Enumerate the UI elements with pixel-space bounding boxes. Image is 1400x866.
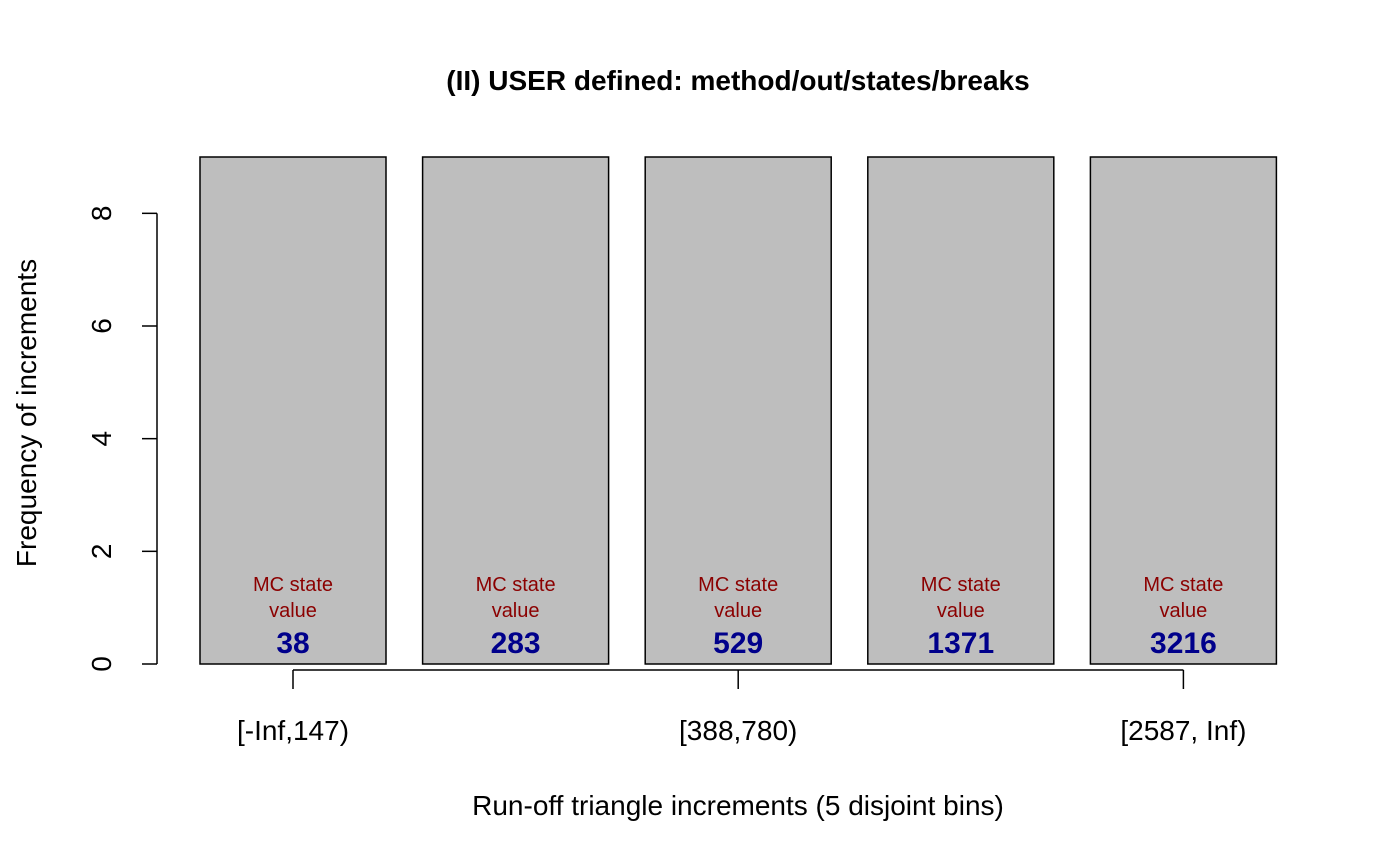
x-axis: [-Inf,147) [388,780) [2587, Inf) [237, 669, 1246, 746]
state-value-label: 38 [276, 627, 309, 660]
y-tick-label: 4 [86, 431, 117, 447]
y-tick-label: 2 [86, 544, 117, 560]
state-value-label: 529 [713, 627, 763, 660]
state-caption-line1: MC state [698, 574, 778, 596]
bar-3 [644, 156, 832, 665]
chart-title: (II) USER defined: method/out/states/bre… [446, 65, 1029, 96]
state-caption-line1: MC state [476, 574, 556, 596]
state-caption-line1: MC state [253, 574, 333, 596]
state-caption-line2: value [714, 600, 762, 622]
state-value-label: 1371 [927, 627, 994, 660]
bar-2 [421, 156, 610, 665]
bar-5 [1089, 156, 1278, 665]
bar-1 [199, 156, 387, 665]
y-axis: 0 2 4 6 8 [86, 206, 158, 672]
state-caption-line2: value [1159, 600, 1207, 622]
x-tick-label: [2587, Inf) [1120, 715, 1246, 746]
state-caption-line2: value [269, 600, 317, 622]
state-caption-line1: MC state [1143, 574, 1223, 596]
y-tick-label: 6 [86, 318, 117, 334]
x-tick-label: [388,780) [679, 715, 797, 746]
state-caption-line2: value [937, 600, 985, 622]
state-caption-line2: value [492, 600, 540, 622]
state-value-label: 3216 [1150, 627, 1217, 660]
y-axis-label: Frequency of increments [11, 259, 42, 567]
state-caption-line1: MC state [921, 574, 1001, 596]
bar-4 [867, 156, 1055, 665]
bars-group: MC state value 38 MC state value 283 MC state v… [199, 156, 1278, 665]
y-tick-label: 0 [86, 656, 117, 672]
x-tick-label: [-Inf,147) [237, 715, 349, 746]
state-value-label: 283 [491, 627, 541, 660]
y-tick-label: 8 [86, 206, 117, 222]
x-axis-label: Run-off triangle increments (5 disjoint … [472, 790, 1004, 821]
